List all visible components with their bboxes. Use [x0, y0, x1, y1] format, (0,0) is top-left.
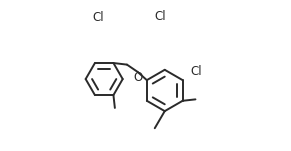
Text: Cl: Cl [190, 65, 202, 78]
Text: O: O [133, 71, 142, 84]
Text: Cl: Cl [155, 10, 166, 23]
Text: Cl: Cl [92, 11, 104, 24]
